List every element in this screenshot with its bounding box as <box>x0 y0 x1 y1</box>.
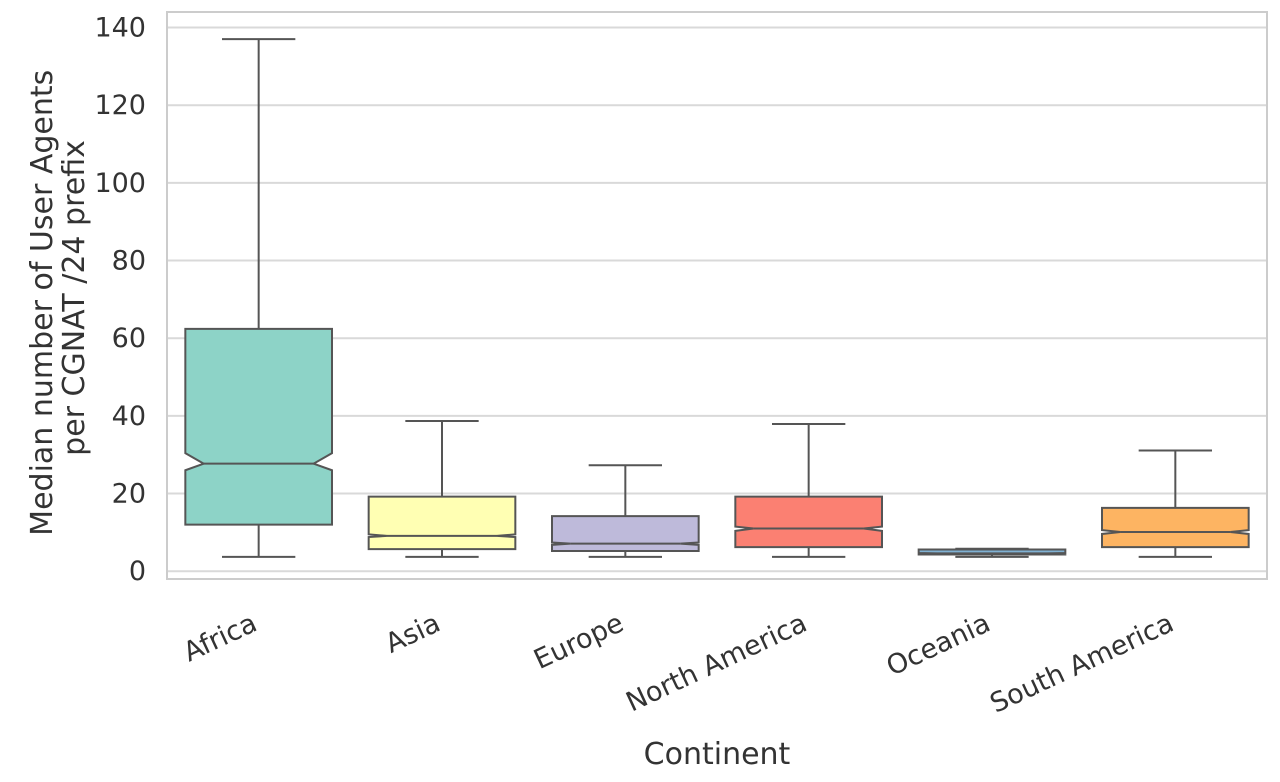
x-tick-label-asia: Asia <box>381 608 445 660</box>
y-tick-label-140: 140 <box>94 13 146 44</box>
y-tick-label-80: 80 <box>112 246 146 277</box>
box-body-africa <box>184 327 333 526</box>
y-tick-label-120: 120 <box>94 90 146 121</box>
box-north-america <box>734 423 883 558</box>
x-tick-label-africa: Africa <box>179 608 262 669</box>
y-axis-title: Median number of User Agents per CGNAT /… <box>25 60 92 536</box>
box-europe <box>551 464 700 558</box>
box-africa <box>184 38 333 558</box>
box-body-north-america <box>734 495 883 549</box>
y-axis-title-line-2: per CGNAT /24 prefix <box>57 140 92 456</box>
gridlines <box>167 26 1267 573</box>
x-tick-label-north-america: North America <box>621 608 811 719</box>
y-tick-label-0: 0 <box>129 556 146 587</box>
x-tick-label-oceania: Oceania <box>882 608 995 683</box>
y-axis-title-line-1: Median number of User Agents <box>25 70 60 536</box>
boxes <box>184 38 1250 558</box>
y-tick-label-40: 40 <box>112 401 146 432</box>
box-oceania <box>917 547 1067 558</box>
y-tick-label-60: 60 <box>112 323 146 354</box>
box-body-south-america <box>1101 506 1250 549</box>
plot-frame <box>166 11 1268 580</box>
box-asia <box>367 419 517 558</box>
box-south-america <box>1101 449 1250 558</box>
x-tick-label-south-america: South America <box>985 608 1178 720</box>
y-tick-label-20: 20 <box>112 479 146 510</box>
y-tick-labels: 0 20 40 60 80 100 120 140 <box>94 13 146 588</box>
x-tick-label-europe: Europe <box>529 608 628 676</box>
x-axis-title: Continent <box>644 737 791 772</box>
y-tick-label-100: 100 <box>94 168 146 199</box>
box-body-asia <box>367 495 517 551</box>
box-body-europe <box>551 515 700 553</box>
